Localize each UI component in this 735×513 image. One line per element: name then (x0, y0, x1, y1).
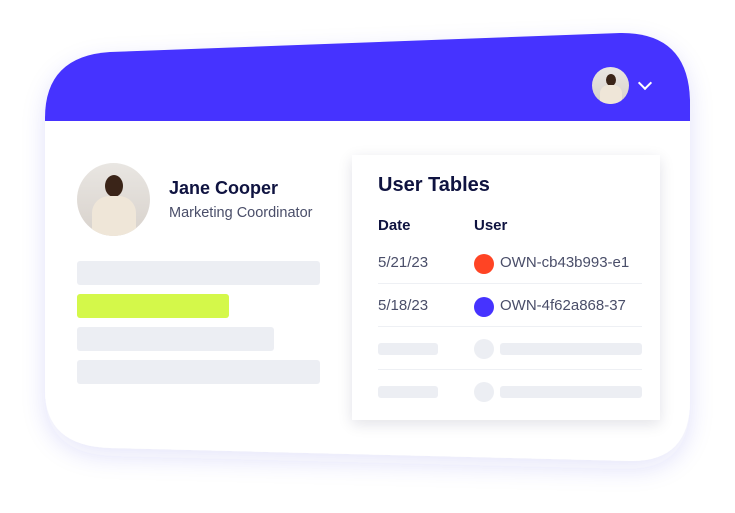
column-header-user: User (474, 217, 508, 234)
profile-name: Jane Cooper (169, 178, 279, 198)
panel-title: User Tables (378, 174, 490, 196)
row-user: OWN-cb43b993-e1 (500, 254, 630, 271)
accent-bar (77, 294, 229, 318)
placeholder-row (378, 327, 642, 370)
user-color-dot (474, 297, 494, 317)
row-date: 5/21/23 (378, 254, 429, 271)
table-row[interactable]: 5/18/23 OWN-4f62a868-37 (378, 284, 642, 327)
placeholder-row (378, 370, 642, 413)
row-date: 5/18/23 (378, 297, 429, 314)
placeholder-bar (77, 261, 320, 285)
profile-avatar (77, 163, 150, 236)
header-bar (45, 32, 690, 122)
placeholder-bar (77, 327, 274, 351)
profile-role: Marketing Coordinator (169, 205, 313, 221)
placeholder-bar (77, 360, 320, 384)
row-user: OWN-4f62a868-37 (500, 297, 626, 314)
table-row[interactable]: 5/21/23 OWN-cb43b993-e1 (378, 241, 642, 284)
user-tables-panel: User Tables Date User 5/21/23 OWN-cb43b9… (352, 155, 660, 420)
user-color-dot (474, 254, 494, 274)
column-header-date: Date (378, 217, 411, 234)
header-avatar[interactable] (592, 67, 629, 104)
